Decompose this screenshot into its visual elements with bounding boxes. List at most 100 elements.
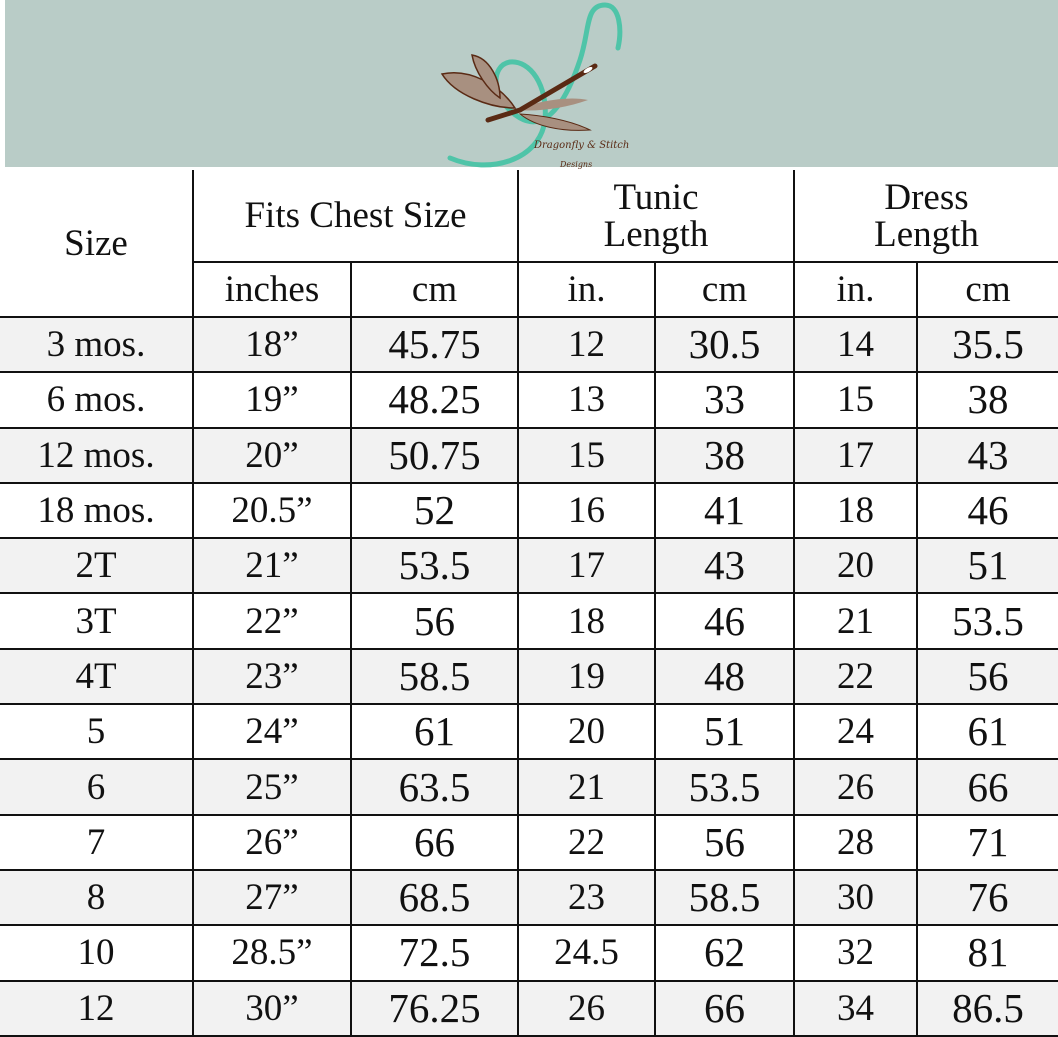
cell-tunic-in: 22 (517, 813, 656, 871)
cell-tunic-cm: 33 (654, 371, 795, 429)
table-row: 2T 21” 53.5 17 43 20 51 (0, 537, 1058, 595)
cell-size: 8 (0, 868, 194, 927)
table-row: 3 mos. 18” 45.75 12 30.5 14 35.5 (0, 315, 1058, 374)
cell-chest-cm: 72.5 (350, 924, 519, 982)
cell-dress-in: 26 (793, 758, 918, 816)
cell-chest-cm: 61 (350, 703, 519, 761)
cell-tunic-cm: 48 (654, 647, 795, 706)
cell-chest-inches: 26” (192, 813, 352, 871)
cell-chest-cm: 53.5 (350, 537, 519, 595)
cell-tunic-cm: 62 (654, 924, 795, 982)
cell-dress-cm: 76 (915, 868, 1058, 927)
cell-dress-in: 17 (793, 426, 918, 484)
cell-size: 3T (0, 592, 194, 650)
cell-tunic-in: 19 (517, 647, 656, 706)
cell-dress-in: 30 (793, 868, 918, 927)
cell-dress-cm: 56 (915, 647, 1058, 706)
logo-brand-name: Dragonfly & Stitch (534, 140, 630, 151)
table-row: 7 26” 66 22 56 28 71 (0, 813, 1058, 871)
cell-tunic-in: 20 (517, 703, 656, 761)
cell-size: 3 mos. (0, 315, 194, 374)
cell-dress-in: 28 (793, 813, 918, 871)
cell-chest-cm: 56 (350, 592, 519, 650)
cell-dress-in: 34 (793, 979, 918, 1037)
cell-tunic-in: 18 (517, 592, 656, 650)
cell-chest-cm: 63.5 (350, 758, 519, 816)
cell-tunic-cm: 30.5 (654, 315, 795, 374)
cell-chest-cm: 68.5 (350, 868, 519, 927)
cell-tunic-in: 15 (517, 426, 656, 484)
cell-tunic-cm: 46 (654, 592, 795, 650)
cell-tunic-cm: 56 (654, 813, 795, 871)
cell-dress-cm: 46 (915, 481, 1058, 540)
cell-chest-cm: 58.5 (350, 647, 519, 706)
header-size: Size (0, 170, 194, 318)
cell-chest-cm: 66 (350, 813, 519, 871)
cell-tunic-in: 21 (517, 758, 656, 816)
cell-dress-in: 15 (793, 371, 918, 429)
table-row: 6 25” 63.5 21 53.5 26 66 (0, 758, 1058, 816)
cell-size: 18 mos. (0, 481, 194, 540)
cell-chest-cm: 76.25 (350, 979, 519, 1037)
cell-size: 6 mos. (0, 371, 194, 429)
cell-dress-cm: 53.5 (915, 592, 1058, 650)
cell-tunic-in: 26 (517, 979, 656, 1037)
cell-dress-cm: 66 (915, 758, 1058, 816)
table-row: 18 mos. 20.5” 52 16 41 18 46 (0, 481, 1058, 540)
dragonfly-needle-icon (440, 2, 623, 168)
size-chart-table: Size Fits Chest Size Tunic Length Dress … (0, 170, 1058, 1037)
cell-chest-inches: 22” (192, 592, 352, 650)
cell-chest-inches: 27” (192, 868, 352, 927)
cell-tunic-cm: 51 (654, 703, 795, 761)
subheader-chest-inches: inches (193, 261, 352, 318)
cell-dress-cm: 86.5 (915, 979, 1058, 1037)
subheader-tunic-in: in. (517, 261, 656, 318)
table-row: 12 30” 76.25 26 66 34 86.5 (0, 979, 1058, 1037)
cell-chest-inches: 21” (192, 537, 352, 595)
cell-dress-cm: 71 (915, 813, 1058, 871)
header-banner (5, 0, 1058, 167)
cell-dress-in: 24 (793, 703, 918, 761)
cell-dress-cm: 38 (915, 371, 1058, 429)
cell-dress-in: 18 (793, 481, 918, 540)
cell-tunic-in: 24.5 (517, 924, 656, 982)
cell-tunic-cm: 38 (654, 426, 795, 484)
cell-chest-cm: 52 (350, 481, 519, 540)
cell-tunic-in: 23 (517, 868, 656, 927)
cell-chest-inches: 19” (192, 371, 352, 429)
cell-tunic-in: 17 (517, 537, 656, 595)
cell-size: 12 mos. (0, 426, 194, 484)
cell-tunic-cm: 43 (654, 537, 795, 595)
logo-brand-sub: Designs (560, 160, 593, 169)
cell-size: 7 (0, 813, 194, 871)
cell-dress-in: 21 (793, 592, 918, 650)
subheader-tunic-cm: cm (654, 261, 795, 318)
cell-chest-inches: 20.5” (192, 481, 352, 540)
cell-chest-inches: 28.5” (192, 924, 352, 982)
table-row: 4T 23” 58.5 19 48 22 56 (0, 647, 1058, 706)
cell-dress-in: 32 (793, 924, 918, 982)
table-row: 5 24” 61 20 51 24 61 (0, 703, 1058, 761)
dragonfly-stitch-logo: Dragonfly & Stitch Designs (430, 0, 650, 175)
cell-size: 4T (0, 647, 194, 706)
cell-dress-in: 14 (793, 315, 918, 374)
table-row: 6 mos. 19” 48.25 13 33 15 38 (0, 371, 1058, 429)
cell-chest-inches: 25” (192, 758, 352, 816)
cell-size: 10 (0, 924, 194, 982)
cell-tunic-in: 13 (517, 371, 656, 429)
cell-chest-cm: 50.75 (350, 426, 519, 484)
cell-dress-in: 22 (793, 647, 918, 706)
cell-dress-cm: 81 (915, 924, 1058, 982)
cell-chest-inches: 24” (192, 703, 352, 761)
cell-tunic-cm: 53.5 (654, 758, 795, 816)
cell-chest-inches: 18” (192, 315, 352, 374)
cell-size: 5 (0, 703, 194, 761)
table-row: 10 28.5” 72.5 24.5 62 32 81 (0, 924, 1058, 982)
cell-tunic-cm: 41 (654, 481, 795, 540)
cell-chest-inches: 23” (192, 647, 352, 706)
cell-tunic-in: 12 (517, 315, 656, 374)
cell-tunic-cm: 58.5 (654, 868, 795, 927)
cell-chest-inches: 30” (192, 979, 352, 1037)
header-chest: Fits Chest Size (192, 170, 519, 263)
cell-tunic-cm: 66 (654, 979, 795, 1037)
